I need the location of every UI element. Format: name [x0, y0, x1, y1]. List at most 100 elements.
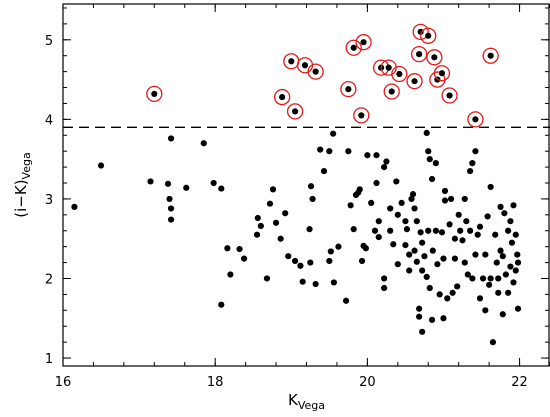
data-point [345, 148, 352, 155]
highlighted-point [438, 70, 446, 77]
y-tick-label: 4 [45, 113, 53, 128]
data-point [432, 227, 439, 234]
data-point [402, 218, 409, 225]
data-point [269, 186, 277, 193]
data-point [312, 280, 319, 288]
y-tick-label: 1 [45, 352, 53, 367]
data-point [472, 148, 479, 155]
data-point [461, 195, 468, 203]
data-point [403, 226, 411, 233]
data-point [373, 179, 380, 187]
x-axis-label-sub: Vega [298, 399, 325, 412]
data-point [307, 183, 315, 190]
data-point [425, 148, 432, 155]
data-point [309, 195, 316, 203]
data-point [257, 222, 264, 230]
data-point [327, 248, 334, 255]
data-point [147, 178, 154, 185]
data-point [411, 205, 418, 212]
data-point [457, 227, 464, 234]
x-tick-label: 16 [55, 375, 72, 390]
data-point [474, 231, 481, 238]
data-point [164, 180, 172, 187]
data-point [499, 253, 506, 260]
y-tick-label: 3 [45, 193, 53, 208]
data-point [210, 179, 217, 187]
data-point [413, 258, 420, 265]
highlighted-point [288, 58, 295, 65]
highlighted-point [291, 108, 299, 115]
data-point [510, 202, 517, 209]
highlight-ring [353, 107, 370, 124]
data-point [409, 191, 417, 198]
data-point [440, 255, 447, 262]
highlight-ring [433, 65, 451, 82]
highlighted-point [446, 92, 453, 99]
data-point [441, 197, 449, 204]
highlighted-point [396, 70, 403, 78]
data-point [371, 227, 379, 234]
data-point [487, 275, 494, 282]
data-point [495, 289, 502, 296]
data-point [451, 255, 458, 262]
data-point [368, 199, 375, 207]
highlight-ring [482, 47, 499, 64]
data-point [440, 315, 447, 322]
highlighted-point [431, 54, 438, 61]
data-point [326, 257, 333, 265]
highlighted-point [358, 112, 365, 119]
data-point [375, 218, 382, 225]
data-point [416, 313, 423, 320]
highlight-ring [146, 85, 163, 103]
data-point [467, 167, 474, 175]
data-point [499, 311, 506, 318]
data-point [428, 175, 436, 183]
highlighted-point [416, 51, 423, 58]
data-point [200, 140, 207, 147]
data-point [497, 247, 504, 254]
data-point [464, 271, 471, 278]
highlighted-point [301, 62, 309, 69]
data-point [97, 162, 105, 169]
data-point [461, 259, 468, 266]
data-point [467, 227, 474, 234]
highlight-ring [391, 65, 408, 83]
data-point [326, 148, 333, 155]
data-point [512, 231, 519, 238]
data-point [364, 152, 371, 159]
data-point [330, 279, 337, 286]
highlight-ring [345, 39, 362, 56]
data-point [406, 267, 413, 274]
data-point [417, 229, 424, 236]
data-point [263, 275, 271, 282]
data-point [291, 257, 299, 265]
data-point [218, 301, 225, 308]
data-point [166, 195, 173, 203]
data-point [71, 203, 78, 210]
data-point [342, 297, 350, 304]
data-point [423, 129, 430, 136]
data-point [362, 245, 369, 252]
highlighted-point [417, 28, 424, 35]
data-point [492, 231, 499, 238]
data-point [451, 235, 458, 242]
data-point [394, 261, 401, 268]
y-tick-label: 2 [45, 272, 53, 287]
data-point [505, 227, 512, 234]
highlight-ring [355, 34, 372, 51]
data-point [469, 160, 476, 167]
data-point [502, 271, 509, 278]
highlighted-point [345, 86, 352, 93]
data-point [307, 259, 314, 266]
data-point [472, 251, 479, 258]
highlighted-point [360, 39, 367, 46]
data-point [501, 210, 508, 217]
data-point [493, 259, 500, 266]
data-point [413, 218, 420, 225]
data-point [459, 237, 466, 244]
data-point [381, 163, 388, 171]
highlight-ring [426, 49, 443, 66]
data-point [441, 187, 449, 195]
data-point [434, 261, 441, 268]
